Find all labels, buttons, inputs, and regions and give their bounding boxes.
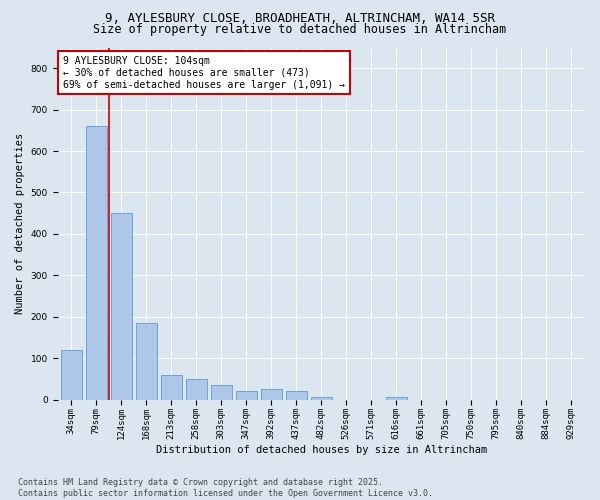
Text: Size of property relative to detached houses in Altrincham: Size of property relative to detached ho… xyxy=(94,22,506,36)
X-axis label: Distribution of detached houses by size in Altrincham: Distribution of detached houses by size … xyxy=(155,445,487,455)
Bar xyxy=(110,213,132,400)
Bar xyxy=(136,323,157,400)
Bar xyxy=(386,398,407,400)
Bar xyxy=(211,385,232,400)
Y-axis label: Number of detached properties: Number of detached properties xyxy=(15,133,25,314)
Text: 9 AYLESBURY CLOSE: 104sqm
← 30% of detached houses are smaller (473)
69% of semi: 9 AYLESBURY CLOSE: 104sqm ← 30% of detac… xyxy=(63,56,345,90)
Bar xyxy=(185,379,207,400)
Bar xyxy=(311,398,332,400)
Bar xyxy=(61,350,82,400)
Text: Contains HM Land Registry data © Crown copyright and database right 2025.
Contai: Contains HM Land Registry data © Crown c… xyxy=(18,478,433,498)
Bar xyxy=(260,389,282,400)
Text: 9, AYLESBURY CLOSE, BROADHEATH, ALTRINCHAM, WA14 5SR: 9, AYLESBURY CLOSE, BROADHEATH, ALTRINCH… xyxy=(105,12,495,24)
Bar xyxy=(161,374,182,400)
Bar xyxy=(236,392,257,400)
Bar xyxy=(86,126,107,400)
Bar xyxy=(286,392,307,400)
